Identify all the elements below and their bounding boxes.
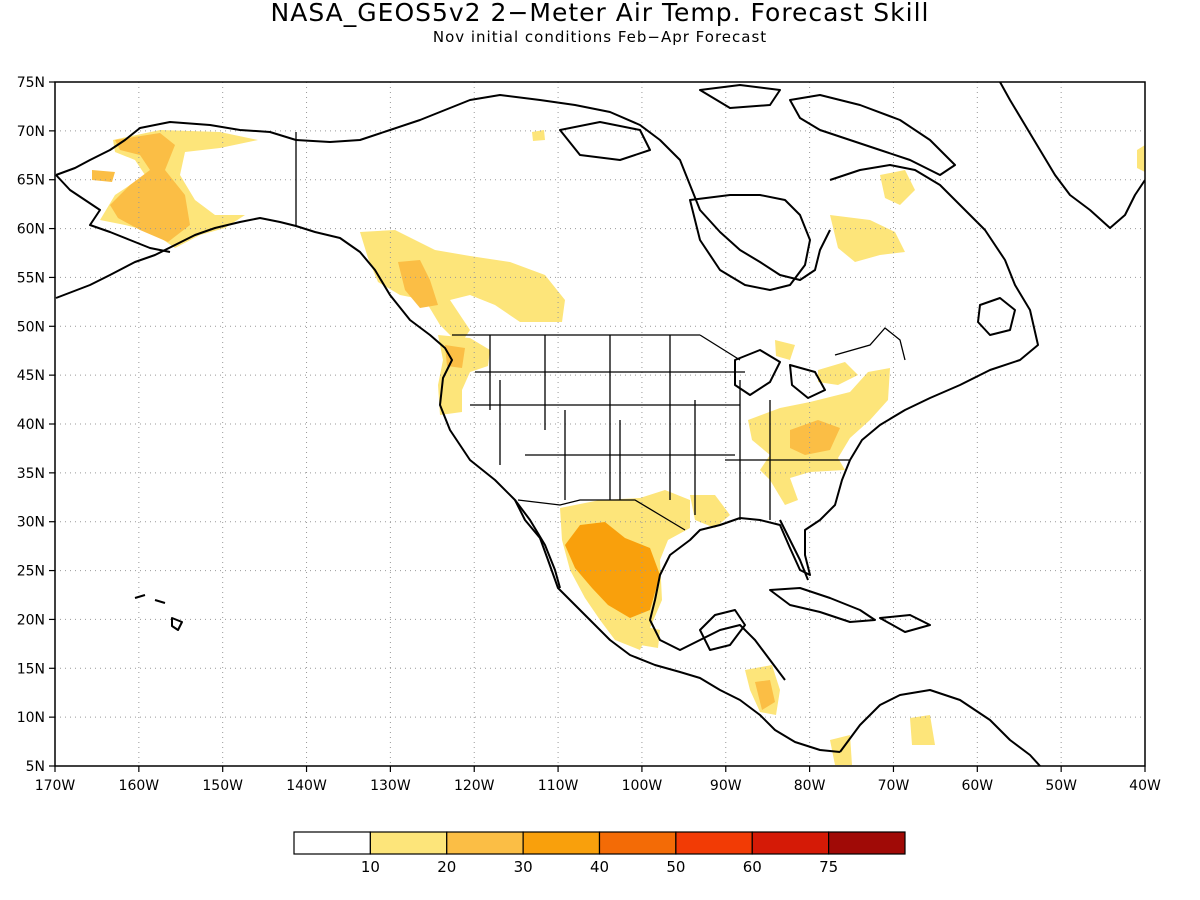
lat-tick-label: 10N bbox=[17, 710, 45, 726]
lat-tick-label: 35N bbox=[17, 466, 45, 482]
lon-tick-label: 120W bbox=[454, 778, 495, 794]
lat-tick-label: 25N bbox=[17, 564, 45, 580]
skill-shading bbox=[92, 130, 1145, 765]
skill-area-eastern-us-core bbox=[790, 420, 840, 455]
skill-area-south-america bbox=[910, 715, 935, 745]
colorbar-label: 60 bbox=[743, 858, 762, 876]
coastline-baja bbox=[514, 499, 561, 589]
skill-area-quebec bbox=[830, 215, 905, 262]
coastline-newfoundland bbox=[977, 297, 1016, 336]
colorbar-label: 10 bbox=[361, 858, 380, 876]
skill-area-great-lakes bbox=[818, 362, 858, 385]
coastline-florida bbox=[779, 519, 809, 581]
skill-area-alaska-core bbox=[110, 133, 190, 242]
coastline-cuba bbox=[769, 587, 876, 623]
lat-tick-label: 45N bbox=[17, 368, 45, 384]
lon-tick-label: 130W bbox=[370, 778, 411, 794]
lat-tick-label: 60N bbox=[17, 222, 45, 238]
skill-area-alaska-west bbox=[92, 170, 115, 182]
skill-area-arctic-islands bbox=[532, 130, 545, 141]
lon-tick-label: 150W bbox=[202, 778, 243, 794]
coastlines bbox=[55, 82, 1145, 766]
lon-tick-label: 170W bbox=[35, 778, 76, 794]
coastline-eastern bbox=[649, 164, 1039, 681]
coastline-hispaniola bbox=[879, 614, 931, 633]
colorbar-swatch bbox=[293, 831, 371, 855]
lon-tick-label: 140W bbox=[286, 778, 327, 794]
us-canada-border bbox=[452, 327, 906, 361]
coastline-hudson-bay bbox=[689, 194, 811, 291]
colorbar-swatch bbox=[522, 831, 601, 855]
lon-tick-label: 160W bbox=[119, 778, 160, 794]
lat-tick-label: 5N bbox=[26, 759, 45, 775]
colorbar-label: 30 bbox=[514, 858, 533, 876]
coastline-hawaii bbox=[134, 594, 183, 631]
lon-tick-label: 100W bbox=[622, 778, 663, 794]
lon-tick-label: 40W bbox=[1129, 778, 1161, 794]
coastline-victoria-island bbox=[559, 121, 651, 161]
lon-tick-label: 70W bbox=[878, 778, 910, 794]
lat-tick-label: 65N bbox=[17, 173, 45, 189]
coastline-south-america bbox=[839, 689, 1041, 766]
coastline-greenland bbox=[999, 82, 1145, 229]
lat-tick-label: 20N bbox=[17, 612, 45, 628]
lon-tick-label: 80W bbox=[794, 778, 826, 794]
lat-tick-label: 40N bbox=[17, 417, 45, 433]
colorbar-swatch bbox=[446, 831, 524, 855]
skill-area-northern-mexico-core bbox=[565, 522, 660, 618]
skill-area-central-america-core bbox=[755, 680, 775, 710]
lon-tick-label: 110W bbox=[538, 778, 579, 794]
skill-area-western-canada bbox=[360, 230, 565, 345]
skill-area-pnw-core bbox=[445, 345, 465, 368]
coastline-arctic bbox=[295, 94, 831, 281]
lat-tick-label: 70N bbox=[17, 124, 45, 140]
coastline-great-lakes bbox=[734, 349, 826, 399]
skill-area-michigan bbox=[775, 340, 795, 360]
lon-tick-label: 60W bbox=[961, 778, 993, 794]
lat-tick-label: 75N bbox=[17, 75, 45, 91]
coastline-alaska-west bbox=[55, 174, 171, 253]
colorbar-label: 40 bbox=[590, 858, 609, 876]
coastline-baffin bbox=[789, 94, 956, 176]
map-title: NASA_GEOS5v2 2−Meter Air Temp. Forecast … bbox=[270, 0, 930, 27]
colorbar-swatch bbox=[598, 831, 677, 855]
coastline-ellesmere bbox=[699, 84, 781, 109]
latitude-axis: 5N 10N 15N 20N 25N 30N 35N 40N 45N 50N 55N 60N 65N 70… bbox=[17, 75, 55, 775]
skill-area-labrador bbox=[880, 170, 915, 205]
lat-tick-label: 50N bbox=[17, 319, 45, 335]
lon-tick-label: 50W bbox=[1045, 778, 1077, 794]
coastline-alaska-north bbox=[55, 121, 297, 176]
map-subtitle: Nov initial conditions Feb−Apr Forecast bbox=[432, 28, 768, 46]
state-border-lines bbox=[470, 335, 850, 520]
longitude-axis: 170W 160W 150W 140W 130W 120W 110W 100W 90W 80W 70… bbox=[35, 766, 1161, 794]
colorbar-label: 20 bbox=[437, 858, 456, 876]
lat-tick-label: 15N bbox=[17, 661, 45, 677]
grid-lines bbox=[55, 82, 1145, 766]
coastline-yucatan bbox=[699, 609, 746, 651]
lon-tick-label: 90W bbox=[710, 778, 742, 794]
colorbar-swatch bbox=[751, 831, 830, 855]
colorbar-label: 75 bbox=[819, 858, 838, 876]
skill-area-western-canada-core bbox=[398, 260, 438, 308]
skill-area-greenland-edge bbox=[1137, 145, 1145, 172]
skill-area-texas-gulf bbox=[690, 495, 730, 528]
lat-tick-label: 55N bbox=[17, 270, 45, 286]
state-borders bbox=[295, 132, 906, 531]
colorbar-label: 50 bbox=[666, 858, 685, 876]
colorbar: 10 20 30 40 50 60 75 bbox=[293, 831, 906, 876]
colorbar-swatch bbox=[828, 831, 906, 855]
lat-tick-label: 30N bbox=[17, 515, 45, 531]
colorbar-swatch bbox=[369, 831, 448, 855]
skill-area-yucatan bbox=[638, 625, 660, 648]
coastline-western bbox=[55, 217, 841, 753]
colorbar-swatch bbox=[675, 831, 753, 855]
